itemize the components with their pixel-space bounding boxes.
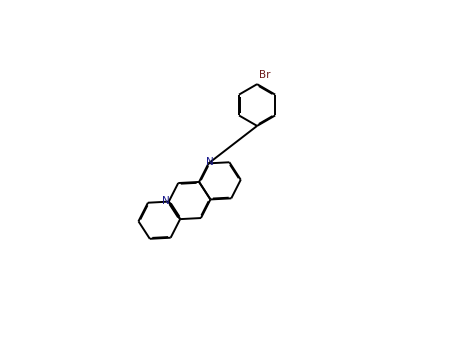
Text: Br: Br (259, 70, 270, 80)
Text: N: N (162, 196, 170, 206)
Text: N: N (206, 156, 213, 167)
